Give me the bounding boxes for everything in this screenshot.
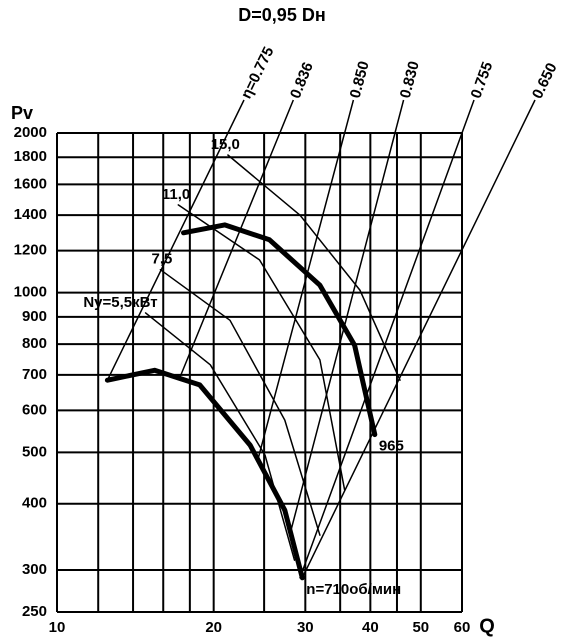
efficiency-label: 0.755	[468, 60, 497, 101]
leader-line	[461, 99, 475, 134]
leader-line	[227, 99, 245, 134]
y-tick-label: 600	[22, 401, 47, 418]
leader-line	[394, 99, 405, 134]
y-tick-label: 1000	[14, 284, 47, 301]
power-line	[177, 204, 346, 491]
efficiency-label: 0.836	[287, 60, 317, 101]
y-tick-label: 1600	[14, 175, 47, 192]
power-label: Ny=5,5кВт	[83, 294, 157, 311]
efficiency-line	[106, 132, 229, 381]
y-tick-label: 300	[22, 561, 47, 578]
efficiency-label: 0.850	[347, 59, 373, 100]
x-tick-label: 10	[49, 619, 66, 636]
pressure-curve	[104, 367, 305, 581]
efficiency-label: 0.830	[397, 59, 423, 100]
y-tick-label: 500	[22, 443, 47, 460]
y-tick-label: 1800	[14, 148, 47, 165]
power-label: 15,0	[211, 136, 240, 153]
power-label: 7,5	[152, 251, 173, 268]
y-tick-label: 400	[22, 495, 47, 512]
efficiency-line	[178, 132, 281, 379]
power-line	[159, 268, 321, 536]
x-tick-label: 60	[454, 619, 471, 636]
y-tick-label: 900	[22, 308, 47, 325]
efficiency-line	[288, 132, 396, 536]
x-axis-label: Q	[479, 615, 495, 637]
efficiency-line	[299, 132, 463, 579]
x-tick-label: 20	[205, 619, 222, 636]
efficiency-label: 0.650	[529, 60, 561, 101]
x-tick-label: 40	[362, 619, 379, 636]
curve-label: n=710об/мин	[306, 581, 401, 598]
power-line	[144, 312, 296, 561]
efficiency-line	[301, 249, 463, 579]
power-label: 11,0	[162, 186, 190, 203]
leader-line	[461, 99, 536, 251]
leader-line	[343, 99, 355, 134]
y-tick-label: 800	[22, 335, 47, 352]
y-tick-label: 1400	[14, 206, 47, 223]
y-axis-label: Pv	[11, 103, 33, 123]
y-tick-label: 2000	[14, 124, 47, 141]
y-tick-label: 250	[22, 603, 47, 620]
efficiency-label: η=0.775	[238, 44, 278, 101]
x-tick-label: 30	[297, 619, 314, 636]
curve-label: 965	[379, 438, 404, 455]
efficiency-line	[256, 132, 346, 462]
pressure-curve	[181, 222, 378, 438]
x-tick-label: 50	[412, 619, 429, 636]
y-tick-label: 1200	[14, 242, 47, 259]
power-line	[227, 154, 401, 381]
y-tick-label: 700	[22, 366, 47, 383]
chart-title: D=0,95 Dн	[238, 5, 325, 25]
leader-line	[279, 99, 295, 134]
